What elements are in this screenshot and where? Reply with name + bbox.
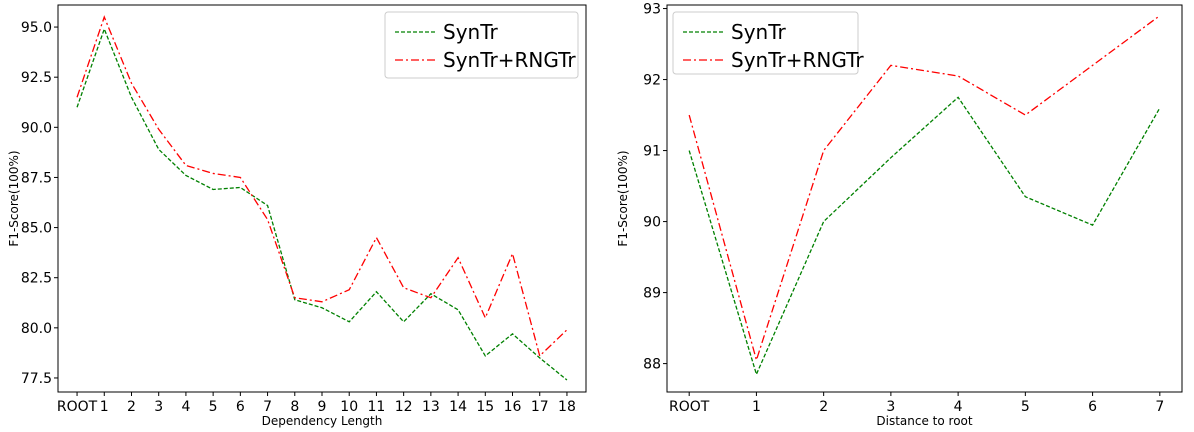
legend: SynTr SynTr+RNGTr bbox=[672, 11, 864, 75]
chart-panel-1: ROOT 1 2 3 4 5 6 7 8 9 10 11 12 13 14 15 16 17 1877.580.08… bbox=[7, 4, 587, 428]
y-axis-label: F1-Score(100%) bbox=[616, 150, 630, 246]
x-tick-label: 15 bbox=[476, 399, 494, 415]
x-tick-label: 6 bbox=[236, 399, 245, 415]
y-tick-label: 90 bbox=[643, 215, 661, 231]
y-tick-label: 95.0 bbox=[21, 20, 52, 36]
y-axis-label: F1-Score(100%) bbox=[7, 150, 21, 246]
x-tick-label: 8 bbox=[290, 399, 299, 415]
x-tick-label: 3 bbox=[154, 399, 163, 415]
series-line-1 bbox=[688, 96, 1161, 377]
x-tick-label: 7 bbox=[1155, 399, 1164, 415]
legend-label-2: SynTr+RNGTr bbox=[731, 48, 864, 72]
x-tick-label: 5 bbox=[209, 399, 218, 415]
y-tick-label: 80.0 bbox=[21, 321, 52, 337]
x-tick-label: 16 bbox=[504, 399, 522, 415]
y-tick-label: 87.5 bbox=[21, 170, 52, 186]
y-tick-label: 88 bbox=[643, 357, 661, 373]
x-tick-label: 4 bbox=[954, 399, 963, 415]
legend: SynTr SynTr+RNGTr bbox=[384, 11, 579, 79]
x-tick-label: 1 bbox=[752, 399, 761, 415]
y-tick-label: 82.5 bbox=[21, 271, 52, 287]
legend-label-1: SynTr bbox=[731, 20, 786, 44]
x-tick-label: 10 bbox=[340, 399, 358, 415]
y-tick-label: 77.5 bbox=[21, 371, 52, 387]
legend-box bbox=[672, 11, 859, 75]
x-tick-label: 3 bbox=[886, 399, 895, 415]
x-tick-label: 17 bbox=[531, 399, 549, 415]
x-tick-label: 14 bbox=[449, 399, 467, 415]
x-tick-label: 2 bbox=[819, 399, 828, 415]
x-tick-label: ROOT bbox=[669, 399, 710, 415]
legend-label-1: SynTr bbox=[443, 20, 498, 44]
x-tick-label: 6 bbox=[1088, 399, 1097, 415]
x-tick-label: 9 bbox=[318, 399, 327, 415]
y-tick-label: 85.0 bbox=[21, 221, 52, 237]
y-tick-label: 92.5 bbox=[21, 70, 52, 86]
y-tick-label: 89 bbox=[643, 286, 661, 302]
x-tick-label: ROOT bbox=[57, 399, 98, 415]
x-axis-label: Dependency Length bbox=[262, 414, 383, 428]
legend-box bbox=[384, 11, 579, 79]
y-tick-label: 93 bbox=[643, 2, 661, 18]
x-tick-label: 13 bbox=[422, 399, 440, 415]
x-tick-label: 18 bbox=[558, 399, 576, 415]
x-tick-label: 7 bbox=[263, 399, 272, 415]
series-line-1 bbox=[76, 27, 568, 381]
y-tick-label: 91 bbox=[643, 144, 661, 160]
x-tick-label: 11 bbox=[368, 399, 386, 415]
series-line-2 bbox=[688, 15, 1161, 363]
y-tick-label: 92 bbox=[643, 73, 661, 89]
x-tick-label: 1 bbox=[100, 399, 109, 415]
x-tick-label: 2 bbox=[127, 399, 136, 415]
series-line-2 bbox=[76, 15, 568, 358]
plot-frame bbox=[666, 4, 1183, 393]
legend-label-2: SynTr+RNGTr bbox=[443, 48, 576, 72]
x-tick-label: 12 bbox=[395, 399, 413, 415]
y-tick-label: 90.0 bbox=[21, 120, 52, 136]
x-axis-label: Distance to root bbox=[876, 414, 973, 428]
x-tick-label: 4 bbox=[181, 399, 190, 415]
x-tick-label: 5 bbox=[1021, 399, 1030, 415]
chart-panel-2: ROOT 1 2 3 4 5 6 7 88 89 90 91 92 93 Distance to root F… bbox=[616, 2, 1183, 428]
